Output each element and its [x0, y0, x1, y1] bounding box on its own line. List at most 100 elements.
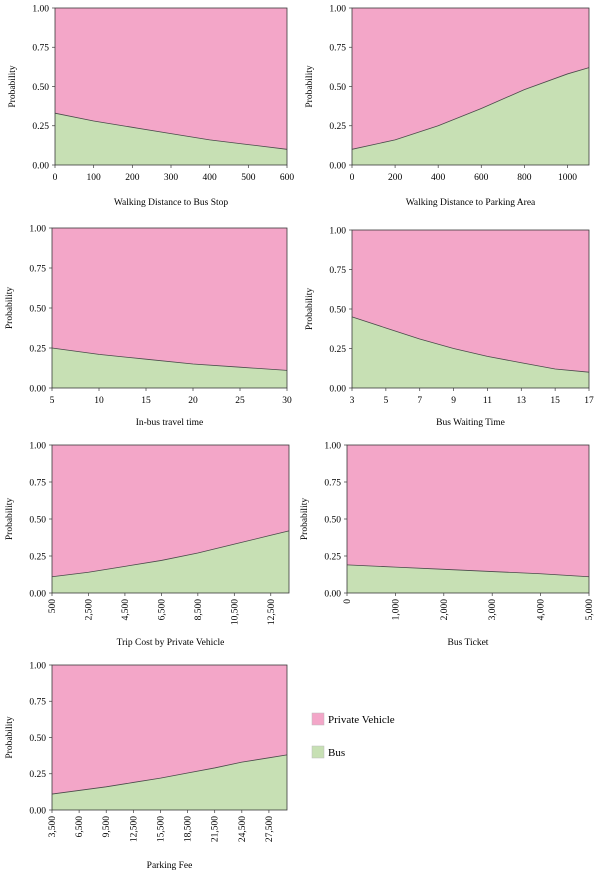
x-axis-label: Trip Cost by Private Vehicle	[117, 638, 225, 648]
y-tick-label: 1.00	[29, 661, 46, 671]
chart-panel-7: 0.00 0.25 0.50 0.75 1.00 3,500 6,500 9,500 12,50…	[5, 661, 288, 871]
y-tick-label: 0.25	[32, 122, 49, 132]
chart-panel-5: 0.00 0.25 0.50 0.75 1.00 500 2,500 4,500 6,500 8,…	[5, 441, 290, 648]
x-tick-label: 3	[350, 396, 355, 406]
x-tick-label: 2,000	[440, 599, 450, 621]
y-tick-label: 1.00	[32, 4, 49, 14]
y-tick-label: 0.00	[324, 589, 341, 599]
boundary-line	[351, 316, 590, 373]
x-axis-label: Bus Ticket	[448, 638, 489, 648]
x-tick-label: 15,500	[156, 816, 166, 842]
y-axis-label: Probability	[5, 287, 15, 329]
x-tick-label: 0	[53, 173, 58, 183]
x-tick-label: 30	[282, 396, 292, 406]
x-tick-label: 3,500	[48, 816, 58, 838]
x-tick-label: 1,000	[391, 599, 401, 621]
y-axis-label: Probability	[5, 498, 15, 540]
y-tick-label: 1.00	[329, 226, 346, 236]
y-tick-label: 0.00	[29, 806, 46, 816]
x-tick-label: 200	[125, 173, 140, 183]
x-tick-label: 12,500	[267, 599, 277, 625]
legend-swatch	[311, 745, 325, 759]
y-tick-label: 0.50	[329, 83, 346, 93]
legend-label: Bus	[328, 747, 345, 759]
x-tick-label: 15	[550, 396, 560, 406]
x-tick-label: 2,500	[84, 599, 94, 621]
chart-panel-4: 0.00 0.25 0.50 0.75 1.00 3 5 7 9 11 13 15 17 Probabil…	[305, 226, 594, 428]
boundary-line	[54, 112, 288, 150]
y-tick-label: 0.00	[32, 161, 49, 171]
boundary-line	[51, 754, 288, 795]
x-tick-label: 18,500	[184, 816, 194, 842]
chart-panel-3: 0.00 0.25 0.50 0.75 1.00 5 10 15 20 25 30 Probabili…	[5, 224, 292, 428]
x-tick-label: 4,500	[121, 599, 131, 621]
bus-area	[52, 754, 287, 810]
x-tick-label: 0	[343, 599, 353, 604]
y-tick-label: 0.50	[29, 515, 46, 525]
y-axis-label: Probability	[305, 65, 315, 107]
y-tick-label: 0.00	[329, 384, 346, 394]
x-tick-label: 5	[50, 396, 55, 406]
x-tick-label: 500	[48, 599, 58, 614]
y-tick-label: 0.25	[329, 122, 346, 132]
x-tick-label: 3,000	[488, 599, 498, 621]
x-tick-label: 600	[280, 173, 295, 183]
x-tick-label: 300	[164, 173, 179, 183]
x-tick-label: 6,500	[75, 816, 85, 838]
x-tick-label: 13	[517, 396, 527, 406]
x-tick-label: 8,500	[194, 599, 204, 621]
y-tick-label: 0.75	[324, 478, 341, 488]
chart-panel-1: 0.00 0.25 0.50 0.75 1.00 0 100 200 300 400 500 600 P…	[8, 4, 294, 208]
boundary-line	[346, 564, 590, 578]
bus-area	[52, 530, 289, 593]
y-tick-label: 0.00	[29, 589, 46, 599]
y-axis-label: Probability	[305, 288, 315, 330]
x-tick-label: 27,500	[265, 816, 275, 842]
y-axis-label: Probability	[5, 716, 15, 758]
y-tick-label: 0.50	[329, 305, 346, 315]
chart-panel-2: 0.00 0.25 0.50 0.75 1.00 0 200 400 600 800 1000 Pro…	[305, 4, 590, 208]
x-tick-label: 21,500	[211, 816, 221, 842]
x-axis-label: In-bus travel time	[136, 418, 204, 428]
x-tick-label: 7	[417, 396, 422, 406]
y-tick-label: 0.25	[29, 552, 46, 562]
x-tick-label: 600	[474, 173, 489, 183]
boundary-line	[351, 67, 590, 150]
legend-label: Private Vehicle	[328, 714, 395, 726]
bus-area	[55, 113, 287, 165]
x-tick-label: 400	[431, 173, 446, 183]
y-tick-label: 1.00	[29, 224, 46, 234]
legend-swatch	[311, 712, 325, 726]
y-tick-label: 1.00	[29, 441, 46, 451]
y-tick-label: 0.25	[324, 552, 341, 562]
y-tick-label: 0.50	[32, 83, 49, 93]
x-tick-label: 200	[388, 173, 403, 183]
boundary-line	[51, 530, 290, 578]
x-tick-label: 10	[94, 396, 104, 406]
x-tick-label: 24,500	[238, 816, 248, 842]
legend: Private Vehicle Bus	[311, 712, 395, 759]
y-tick-label: 0.00	[29, 384, 46, 394]
x-axis-label: Parking Fee	[147, 861, 193, 871]
x-tick-label: 10,500	[230, 599, 240, 625]
x-tick-label: 5,000	[585, 599, 595, 621]
x-tick-label: 800	[517, 173, 532, 183]
x-tick-label: 20	[188, 396, 198, 406]
x-tick-label: 25	[235, 396, 245, 406]
y-tick-label: 0.25	[29, 344, 46, 354]
y-tick-label: 0.75	[329, 44, 346, 54]
x-tick-label: 15	[141, 396, 151, 406]
y-tick-label: 1.00	[324, 441, 341, 451]
y-tick-label: 0.75	[29, 698, 46, 708]
y-tick-label: 0.50	[324, 515, 341, 525]
y-tick-label: 0.50	[29, 304, 46, 314]
y-axis-label: Probability	[300, 498, 310, 540]
x-tick-label: 5	[383, 396, 388, 406]
x-tick-label: 12,500	[129, 816, 139, 842]
chart-panel-6: 0.00 0.25 0.50 0.75 1.00 0 1,000 2,000 3,000 4,00…	[300, 441, 595, 648]
y-axis-label: Probability	[8, 65, 18, 107]
bus-area	[52, 348, 287, 388]
x-axis-label: Walking Distance to Bus Stop	[114, 198, 229, 208]
x-axis-label: Bus Waiting Time	[436, 418, 505, 428]
